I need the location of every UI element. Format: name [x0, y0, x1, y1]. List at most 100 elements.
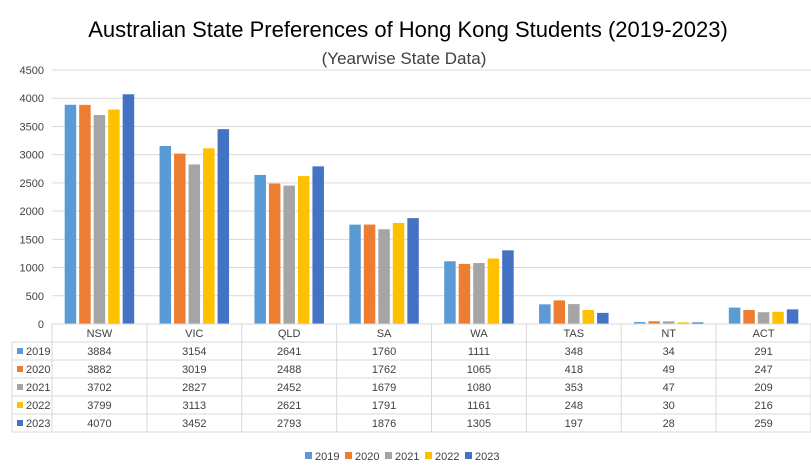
bar-qld-2023 — [312, 166, 324, 324]
data-label: 3019 — [182, 364, 206, 376]
category-label: SA — [377, 328, 392, 340]
data-label: 2488 — [277, 364, 301, 376]
data-label: 3452 — [182, 418, 206, 430]
data-label: 3799 — [87, 400, 111, 412]
bar-act-2021 — [757, 312, 770, 324]
y-tick-label: 1500 — [20, 234, 44, 246]
bar-qld-2020 — [268, 183, 281, 324]
bar-nsw-2021 — [93, 115, 106, 324]
y-tick-label: 500 — [26, 291, 44, 303]
data-label: 1065 — [467, 364, 491, 376]
data-label: 353 — [565, 382, 583, 394]
table-series-label: 2019 — [26, 346, 50, 358]
data-label: 418 — [565, 364, 583, 376]
data-label: 291 — [754, 346, 772, 358]
category-label: TAS — [564, 328, 585, 340]
bar-tas-2022 — [582, 310, 595, 324]
bars — [64, 94, 799, 325]
legend-label: 2023 — [475, 451, 499, 463]
bar-wa-2019 — [444, 261, 456, 324]
bar-qld-2019 — [254, 174, 266, 324]
y-tick-label: 0 — [38, 319, 44, 331]
y-tick-label: 4500 — [20, 65, 44, 77]
data-label: 3113 — [182, 400, 206, 412]
bar-wa-2023 — [502, 250, 514, 324]
bar-act-2020 — [743, 310, 755, 324]
data-label: 259 — [754, 418, 772, 430]
data-label: 1876 — [372, 418, 396, 430]
data-label: 248 — [565, 400, 583, 412]
bar-vic-2023 — [217, 129, 230, 324]
category-label: VIC — [185, 328, 203, 340]
bar-vic-2020 — [174, 153, 186, 324]
data-label: 2452 — [277, 382, 301, 394]
category-label: NSW — [87, 328, 113, 340]
legend-key-2023 — [465, 452, 472, 459]
y-tick-label: 4000 — [20, 93, 44, 105]
bar-sa-2021 — [378, 229, 390, 324]
bar-sa-2022 — [392, 222, 405, 324]
bar-sa-2019 — [349, 224, 361, 324]
data-label: 28 — [663, 418, 675, 430]
table-legend-key — [17, 348, 23, 354]
category-label: NT — [661, 328, 676, 340]
table-legend-key — [17, 366, 23, 372]
data-label: 216 — [754, 400, 772, 412]
bar-nt-2023 — [691, 322, 704, 324]
table-series-label: 2022 — [26, 400, 50, 412]
bar-vic-2019 — [159, 145, 172, 324]
chart-subtitle: (Yearwise State Data) — [322, 49, 487, 68]
legend-key-2020 — [345, 452, 352, 459]
legend: 2019 2020 2021 2022 2023 — [305, 451, 499, 463]
legend-label: 2021 — [395, 451, 419, 463]
data-label: 4070 — [87, 418, 111, 430]
data-label: 2827 — [182, 382, 206, 394]
legend-key-2022 — [425, 452, 432, 459]
data-label: 49 — [663, 364, 675, 376]
data-label: 3154 — [182, 346, 206, 358]
bar-sa-2023 — [407, 218, 419, 324]
legend-key-2021 — [385, 452, 392, 459]
bar-tas-2023 — [597, 312, 609, 324]
data-label: 3882 — [87, 364, 111, 376]
bar-act-2022 — [772, 311, 784, 324]
bar-nsw-2020 — [79, 104, 91, 325]
table-series-label: 2020 — [26, 364, 50, 376]
y-tick-label: 2500 — [20, 178, 44, 190]
legend-label: 2020 — [355, 451, 379, 463]
data-label: 3884 — [87, 346, 111, 358]
bar-vic-2022 — [203, 148, 215, 324]
bar-vic-2021 — [188, 164, 201, 324]
bar-nsw-2023 — [122, 94, 135, 324]
table-series-label: 2023 — [26, 418, 50, 430]
data-label: 1305 — [467, 418, 491, 430]
y-tick-label: 3500 — [20, 121, 44, 133]
bar-tas-2020 — [553, 300, 566, 324]
data-label: 2621 — [277, 400, 301, 412]
bar-wa-2020 — [458, 263, 471, 324]
y-axis: 0 500 1000 1500 2000 2500 3000 3500 4000 4500 — [20, 65, 44, 331]
bar-qld-2022 — [297, 176, 310, 324]
data-label: 2641 — [277, 346, 301, 358]
data-table: NSW VIC QLD SA WA TAS NT ACT 2019 3884 3154 2641 176… — [11, 323, 811, 433]
data-label: 34 — [663, 346, 675, 358]
data-label: 209 — [754, 382, 772, 394]
y-tick-label: 3000 — [20, 150, 44, 162]
data-label: 247 — [754, 364, 772, 376]
data-label: 1791 — [372, 400, 396, 412]
data-label: 1080 — [467, 382, 491, 394]
bar-wa-2021 — [473, 263, 485, 324]
table-legend-key — [17, 420, 23, 426]
bar-nsw-2022 — [108, 109, 120, 324]
bar-sa-2020 — [363, 224, 376, 324]
data-label: 3702 — [87, 382, 111, 394]
chart-title: Australian State Preferences of Hong Kon… — [88, 17, 728, 42]
table-legend-key — [17, 384, 23, 390]
data-label: 1760 — [372, 346, 396, 358]
data-label: 1762 — [372, 364, 396, 376]
data-label: 197 — [565, 418, 583, 430]
category-label: QLD — [278, 328, 301, 340]
table-legend-key — [17, 402, 23, 408]
bar-nsw-2019 — [64, 104, 77, 324]
